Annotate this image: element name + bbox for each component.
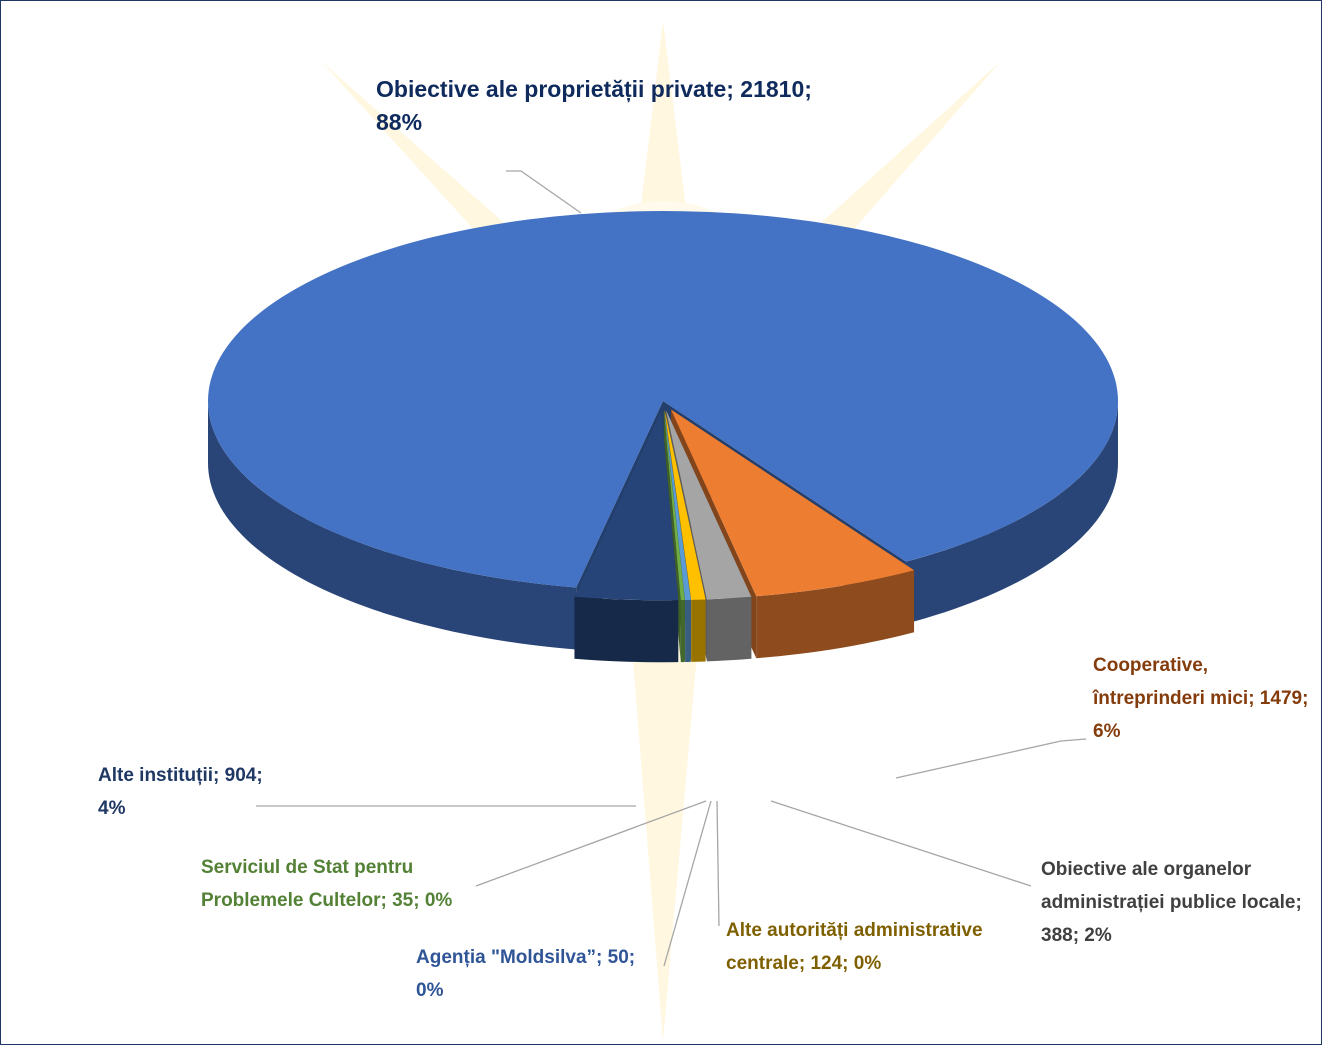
slice [664, 410, 691, 601]
slice [666, 410, 752, 600]
leader-line [895, 738, 1087, 779]
leader-line [770, 800, 1032, 887]
slice-side [756, 570, 915, 659]
slice-side [574, 596, 679, 663]
data-label: Serviciul de Stat pentru Problemele Cult… [201, 857, 453, 911]
data-label: Alte instituții; 904; 4% [98, 765, 263, 819]
data-label: Obiective ale proprietății private; 2181… [376, 76, 812, 135]
leader-line [663, 800, 712, 967]
leader-line [716, 800, 720, 927]
slice [208, 211, 1119, 588]
data-label: Agenția "Moldsilva”; 50; 0% [416, 947, 636, 1001]
data-label: Obiective ale organelor administrației p… [1041, 859, 1302, 946]
slice-side [208, 401, 577, 650]
slice-side [691, 599, 706, 662]
data-label: Cooperative, întreprinderi mici; 1479; 6… [1093, 655, 1309, 742]
slice [664, 410, 706, 600]
slice [663, 410, 685, 601]
slice-side [905, 401, 1118, 624]
slice-side [680, 600, 685, 663]
slice [671, 409, 915, 597]
leader-line [475, 800, 707, 887]
data-label: Alte autorități administrative centrale;… [726, 920, 983, 974]
slice [574, 410, 679, 601]
slice-side [706, 596, 752, 662]
slice-side [685, 599, 691, 663]
leader-line [506, 170, 582, 214]
